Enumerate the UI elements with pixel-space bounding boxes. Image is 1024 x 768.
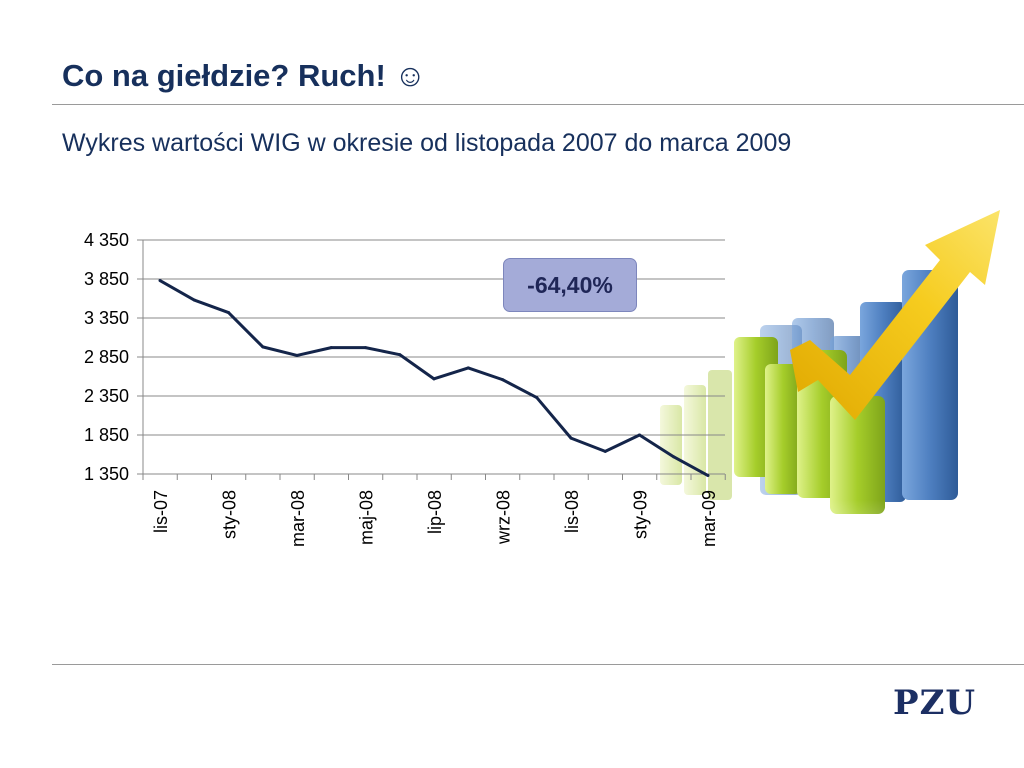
footer-divider: [52, 664, 1024, 665]
y-axis-ticks: 4 350 3 850 3 350 2 850 2 350 1 850 1 350: [84, 230, 143, 484]
wig-line-chart: 4 350 3 850 3 350 2 850 2 350 1 850 1 350 lis-…: [84, 230, 726, 547]
data-point: [672, 455, 676, 459]
data-point: [501, 378, 504, 382]
change-callout: -64,40%: [503, 258, 637, 312]
x-tick-label: wrz-08: [494, 490, 514, 545]
data-point: [706, 474, 710, 478]
x-tick-label: sty-08: [220, 490, 240, 539]
data-point: [432, 377, 436, 381]
x-tick-label: sty-09: [631, 490, 651, 539]
data-point: [638, 433, 641, 437]
slide-title: Co na giełdzie? Ruch! ☺: [62, 58, 427, 93]
x-axis-ticks: lis-07 sty-08 mar-08 maj-08 lip-08 wrz-08 lis-…: [151, 490, 719, 547]
rising-bar-chart-with-arrow-icon: [640, 210, 1024, 620]
data-point: [535, 396, 539, 400]
y-tick-label: 1 350: [84, 464, 129, 484]
series-wig: [158, 279, 710, 478]
x-axis: [142, 240, 726, 480]
chart-gridlines: [143, 239, 725, 436]
y-tick-label: 2 850: [84, 347, 129, 367]
data-point: [466, 366, 470, 370]
x-tick-label: lis-07: [151, 490, 171, 533]
data-point: [398, 353, 402, 357]
y-tick-label: 1 850: [84, 425, 129, 445]
pzu-logo: PZU: [893, 683, 977, 723]
data-point: [364, 346, 367, 350]
x-tick-label: mar-08: [288, 490, 308, 547]
y-tick-label: 2 350: [84, 386, 129, 406]
data-point: [261, 345, 265, 349]
title-divider: [52, 104, 1024, 105]
y-tick-label: 3 350: [84, 308, 129, 328]
data-point: [192, 298, 196, 302]
data-point: [603, 449, 607, 453]
data-point: [227, 311, 230, 315]
x-tick-label: lip-08: [425, 490, 445, 534]
y-tick-label: 4 350: [84, 230, 129, 250]
y-tick-label: 3 850: [84, 269, 129, 289]
data-point: [158, 279, 162, 283]
x-tick-label: lis-08: [562, 490, 582, 533]
data-point: [295, 353, 299, 357]
slide-subtitle: Wykres wartości WIG w okresie od listopa…: [62, 129, 792, 157]
x-tick-label: maj-08: [357, 490, 377, 545]
data-point: [329, 346, 333, 350]
data-point: [569, 436, 573, 440]
x-tick-label: mar-09: [699, 490, 719, 547]
